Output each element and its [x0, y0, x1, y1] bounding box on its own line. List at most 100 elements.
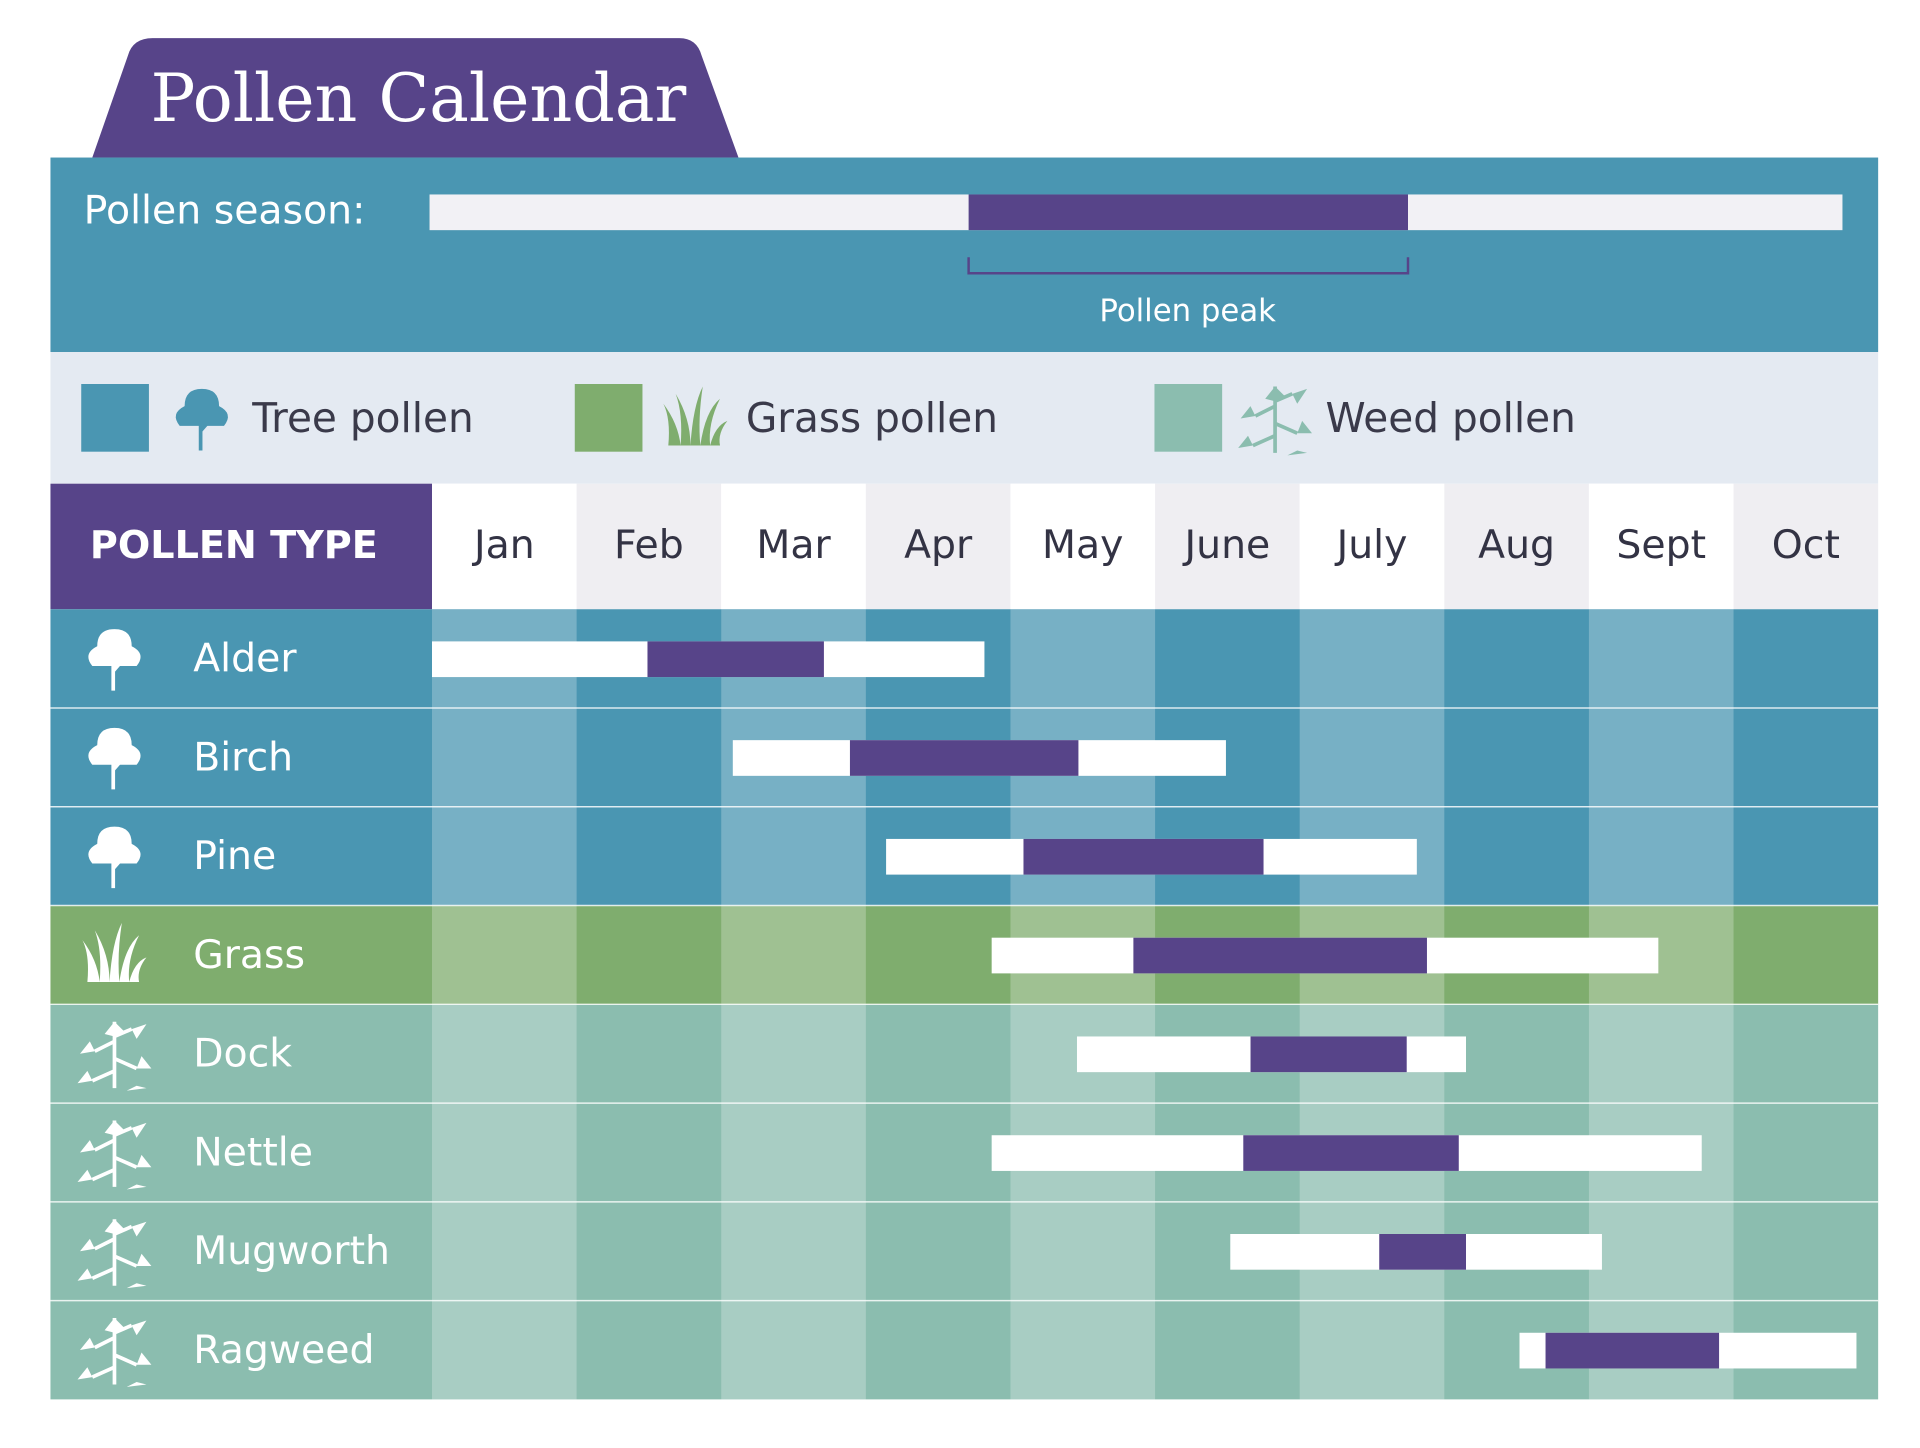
light-column [1299, 609, 1445, 708]
light-column [432, 1103, 577, 1202]
weed-stem [91, 1120, 138, 1187]
icon [88, 727, 141, 790]
season-panel [50, 157, 1879, 352]
grass-icon [82, 922, 147, 982]
chart-title: Pollen Calendar [151, 59, 687, 137]
light-column [1588, 708, 1734, 807]
row-header: POLLEN TYPE [90, 523, 378, 567]
light-column [1299, 1300, 1445, 1400]
weed-leaves [77, 1021, 152, 1091]
tree-trunk [198, 411, 211, 451]
tree-trunk [111, 750, 124, 790]
month-label: Apr [904, 522, 973, 568]
icon [77, 1219, 152, 1289]
title-tab [92, 38, 739, 158]
icon [1238, 386, 1312, 456]
row-header-cell [50, 483, 432, 610]
grass-icon [663, 386, 728, 446]
light-column [1588, 1201, 1734, 1301]
weed-leaves [77, 1120, 152, 1190]
legend-label: Grass pollen [746, 394, 998, 442]
light-column [721, 806, 866, 906]
icon [77, 1318, 152, 1387]
weed-stem [91, 1318, 138, 1385]
row-label: Birch [193, 734, 293, 780]
month-label: July [1334, 522, 1408, 568]
peak-bar [849, 740, 1079, 776]
light-column [1588, 609, 1734, 708]
row-label: Dock [193, 1031, 292, 1077]
tree-icon [175, 388, 228, 426]
month-cell [1733, 483, 1879, 610]
peak-bar [1023, 838, 1264, 875]
light-column [432, 905, 577, 1005]
legend-swatch [1154, 384, 1223, 452]
month-label: May [1042, 522, 1123, 568]
peak-bar [1243, 1135, 1459, 1171]
tree-icon [88, 826, 141, 864]
weed-stem [91, 1021, 138, 1089]
weed-leaves [1238, 386, 1312, 456]
peak-bar [1250, 1036, 1407, 1073]
month-label: Aug [1478, 522, 1555, 568]
row-label: Nettle [193, 1129, 313, 1175]
light-column [721, 1103, 866, 1202]
tree-icon [88, 629, 141, 666]
legend-swatch [574, 384, 643, 452]
light-column [721, 905, 866, 1005]
icon [77, 1021, 152, 1091]
row-band [50, 1004, 1879, 1104]
peak-bar [1379, 1234, 1466, 1270]
icon [77, 1120, 152, 1190]
icon [175, 388, 228, 451]
light-column [432, 1004, 577, 1104]
month-label: June [1182, 522, 1271, 568]
peak-bar [1545, 1332, 1720, 1369]
month-cell [1588, 483, 1734, 610]
month-cell [865, 483, 1011, 610]
month-label: Jan [471, 522, 535, 568]
legend-swatch [81, 384, 149, 452]
peak-bracket [967, 257, 1410, 275]
light-column [1588, 806, 1734, 906]
month-cell [721, 483, 866, 610]
icon [88, 826, 141, 889]
light-column [1588, 1004, 1734, 1104]
row-label: Pine [193, 833, 276, 879]
legend-panel [50, 352, 1879, 484]
row-label: Grass [193, 932, 305, 978]
tree-icon [88, 727, 141, 765]
peak-bar [647, 641, 824, 678]
peak-label: Pollen peak [1099, 293, 1276, 329]
tree-trunk [111, 651, 124, 691]
weed-stem [91, 1219, 138, 1286]
month-cell [1299, 483, 1445, 610]
month-label: Feb [614, 522, 684, 568]
month-cell [432, 483, 577, 610]
legend-label: Tree pollen [251, 394, 473, 442]
light-column [1010, 609, 1156, 708]
month-cell [1010, 483, 1156, 610]
season-label: Pollen season: [84, 187, 366, 233]
light-column [721, 1300, 866, 1400]
row-label: Mugworth [193, 1228, 390, 1274]
tree-trunk [111, 848, 124, 889]
month-cell [1444, 483, 1589, 610]
light-column [721, 1004, 866, 1104]
light-column [1010, 1300, 1156, 1400]
light-column [1299, 708, 1445, 807]
month-label: Oct [1772, 522, 1840, 568]
icon [663, 386, 728, 446]
light-column [432, 1201, 577, 1301]
light-column [432, 806, 577, 906]
icon [88, 629, 141, 691]
light-column [432, 708, 577, 807]
weed-leaves [77, 1318, 152, 1387]
light-column [1010, 1201, 1156, 1301]
legend-label: Weed pollen [1326, 394, 1576, 442]
light-column [432, 1300, 577, 1400]
peak-key-bar [968, 194, 1408, 231]
peak-bar [1133, 937, 1427, 974]
icon [82, 922, 147, 982]
